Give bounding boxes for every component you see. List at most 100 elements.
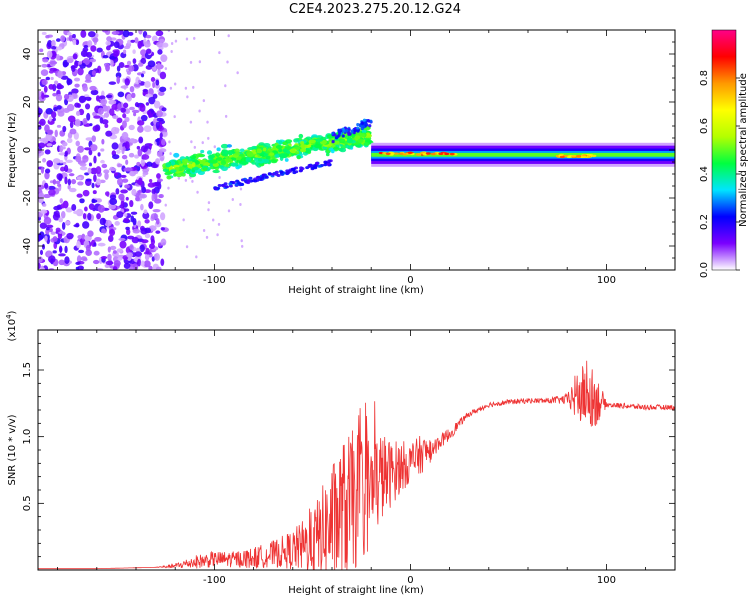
spectrogram-cell [43, 94, 50, 98]
spectrogram-cell [68, 34, 73, 42]
spectrogram-cell [148, 201, 154, 210]
spectrogram-cell [57, 183, 62, 187]
spectrogram-cell [331, 140, 335, 144]
spectrogram-cell [127, 39, 132, 45]
spectrogram-cell [120, 189, 128, 194]
spectrogram-cell [100, 98, 108, 105]
spectrogram-cell [105, 40, 111, 46]
spectrogram-cell [156, 110, 163, 118]
spectrogram-cell [338, 138, 346, 144]
spectrogram-cell [110, 126, 119, 135]
spectrogram-cell [101, 163, 108, 169]
spectrogram-cell [138, 30, 143, 35]
spectrogram-cell [186, 95, 189, 99]
spectrogram-cell [112, 154, 120, 160]
spectrogram-cell [93, 242, 97, 247]
spectrogram-cell [398, 152, 404, 155]
spectrogram-cell [112, 115, 119, 120]
spectrogram-cell [63, 93, 70, 100]
spectrogram-cell [256, 148, 263, 154]
spectrogram-cell [46, 160, 54, 168]
spectrogram-cell [220, 143, 229, 149]
spectrogram-cell [62, 125, 67, 133]
spectrogram-cell [165, 162, 171, 168]
spectrogram-cell [224, 114, 228, 118]
spectrogram-cell [357, 138, 364, 144]
snr-x-label: Height of straight line (km) [288, 585, 424, 596]
spectrogram-cell [106, 36, 112, 42]
spectrogram-cell [160, 238, 167, 246]
spectrogram-cell [140, 49, 147, 56]
spectrogram-cell [67, 31, 72, 36]
spectrogram-cell [44, 171, 50, 180]
spectrogram-cell [123, 167, 131, 172]
spectrogram-cell [323, 163, 328, 167]
spectrogram-cell [178, 166, 185, 171]
spectrogram-cell [39, 249, 44, 256]
spectrogram-cell [327, 159, 332, 163]
spectrogram-cell [89, 85, 97, 91]
spectrogram-cell [60, 210, 66, 219]
spectrogram-cell [126, 93, 133, 102]
spectrogram-cell [116, 248, 123, 253]
spectrogram-cell [148, 143, 152, 150]
spectrogram-cell [161, 138, 166, 146]
spectrogram-cell [38, 256, 43, 263]
spectrogram-cell [193, 36, 196, 40]
spectrogram-cell [198, 160, 206, 165]
spectrogram-cell [300, 140, 305, 145]
spectrogram-cell [145, 93, 153, 98]
x-tick-label: 100 [597, 275, 616, 286]
spectrogram-cell [85, 137, 93, 141]
spectrogram-cell [140, 145, 148, 153]
spectrogram-cell [79, 198, 85, 204]
spectrogram-cell [119, 240, 127, 249]
spectrogram-cell [88, 149, 93, 156]
spectrogram-cell [85, 178, 92, 182]
spectrogram-cell [170, 42, 174, 46]
spectrogram-cell [109, 198, 118, 205]
spectrogram-cell [100, 148, 105, 152]
spectrogram-cell [137, 40, 143, 49]
spectrogram-cell [44, 182, 49, 189]
spectrogram-cell [108, 234, 114, 242]
spectrogram-cell [226, 144, 232, 148]
spectrogram-cell [39, 118, 46, 126]
spectrogram-cell [109, 108, 115, 116]
spectrogram-cell [159, 38, 165, 43]
spectrogram-cell [148, 265, 153, 270]
spectrogram-cell [144, 81, 151, 88]
spectrogram-cell [41, 79, 48, 86]
spectrogram-cell [173, 115, 176, 119]
spectrogram-cell [231, 198, 234, 202]
spectrogram-cell [88, 162, 92, 167]
spectrogram-cell [149, 243, 155, 250]
spectrogram-cell [58, 259, 65, 266]
spectrogram-cell [109, 245, 117, 251]
spectrogram-cell [45, 133, 53, 141]
spectrogram-cell [76, 193, 83, 198]
spectrogram-cell [153, 100, 161, 109]
spectrogram-cell [144, 253, 150, 261]
spectrogram-cell [77, 145, 84, 153]
spectrogram-cell [82, 117, 88, 125]
spectrogram-cell [73, 210, 81, 215]
spectrogram-cell [126, 60, 132, 66]
spectrogram-cell [206, 120, 209, 124]
spectrogram-cell [46, 227, 50, 231]
spectrogram-cell [449, 152, 455, 156]
spectrogram-cell [74, 102, 80, 108]
spectrogram-cell [93, 115, 101, 119]
colorbar-tick-label: 0.6 [699, 118, 710, 134]
spectrogram-cell [82, 189, 90, 197]
snr-plot: -100 0 100 0.5 1.0 1.5 Height of straight li… [5, 310, 676, 596]
spectrogram-cell [122, 30, 130, 38]
spectrogram-cell [137, 258, 142, 267]
spectrogram-cell [77, 181, 84, 186]
spectrogram-cell [198, 109, 201, 113]
spectrogram-cell [44, 235, 48, 242]
spectrogram-cell [236, 181, 241, 185]
spectrogram-cell [576, 155, 582, 158]
spectrogram-cell [234, 151, 240, 156]
spectrogram-cell [38, 138, 47, 142]
